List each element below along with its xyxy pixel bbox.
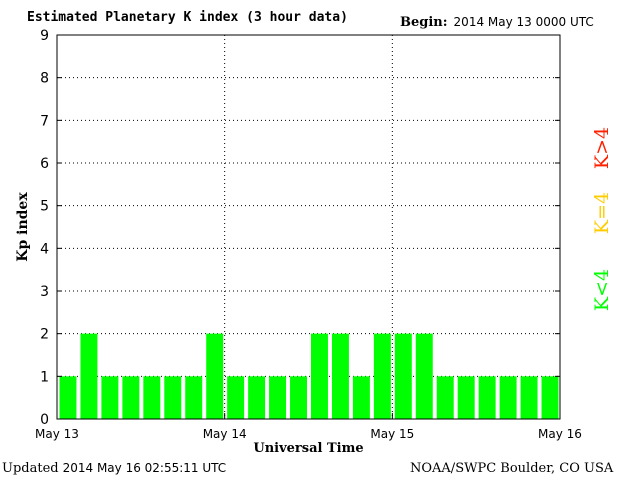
plot-frame xyxy=(56,34,561,420)
kp-bar xyxy=(457,376,475,419)
kp-bar xyxy=(478,376,496,419)
kp-bar xyxy=(373,333,391,419)
x-tick-label: May 13 xyxy=(35,427,79,441)
legend-entry: K=4 xyxy=(591,192,613,234)
y-tick-label: 8 xyxy=(40,71,49,87)
updated-info: Updated 2014 May 16 02:55:11 UTC xyxy=(2,461,226,476)
y-tick-label: 6 xyxy=(40,156,49,172)
y-tick-label: 4 xyxy=(40,241,49,257)
legend-entry: K>4 xyxy=(591,127,613,169)
kp-bar xyxy=(520,376,538,419)
y-tick-label: 9 xyxy=(40,28,49,44)
kp-bar xyxy=(59,376,77,419)
kp-bar xyxy=(227,376,245,419)
updated-value: 2014 May 16 02:55:11 UTC xyxy=(62,461,227,475)
kp-bar xyxy=(436,376,454,419)
kp-bar xyxy=(143,376,161,419)
y-tick-label: 5 xyxy=(40,199,49,215)
x-axis-label: Universal Time xyxy=(253,441,363,456)
updated-label: Updated xyxy=(2,461,59,476)
kp-bar xyxy=(164,376,182,419)
y-axis-label: Kp index xyxy=(15,192,31,262)
begin-value: 2014 May 13 0000 UTC xyxy=(453,15,594,29)
kp-bar xyxy=(269,376,287,419)
y-tick-label: 2 xyxy=(40,327,49,343)
kp-bar xyxy=(394,333,412,419)
kp-bar xyxy=(122,376,140,419)
kp-bar xyxy=(101,376,119,419)
legend-entry: K<4 xyxy=(591,269,613,311)
kp-bar xyxy=(352,376,370,419)
begin-info: Begin: 2014 May 13 0000 UTC xyxy=(400,15,594,30)
kp-bar xyxy=(248,376,266,419)
source-credit: NOAA/SWPC Boulder, CO USA xyxy=(410,461,614,476)
y-tick-label: 7 xyxy=(40,113,49,129)
y-tick-label: 0 xyxy=(40,412,49,428)
kp-bar xyxy=(331,333,349,419)
y-tick-label: 1 xyxy=(40,369,49,385)
kp-bar xyxy=(185,376,203,419)
kp-bar xyxy=(541,376,559,419)
begin-label: Begin: xyxy=(400,15,448,30)
x-tick-label: May 14 xyxy=(203,427,247,441)
kp-bar xyxy=(499,376,517,419)
x-tick-label: May 16 xyxy=(538,427,582,441)
kp-bar xyxy=(206,333,224,419)
y-tick-label: 3 xyxy=(40,284,49,300)
kp-bar xyxy=(80,333,98,419)
kp-bar xyxy=(415,333,433,419)
kp-bar xyxy=(290,376,307,419)
kp-bar xyxy=(311,333,328,419)
x-tick-label: May 15 xyxy=(370,427,414,441)
chart-title: Estimated Planetary K index (3 hour data… xyxy=(27,10,348,25)
